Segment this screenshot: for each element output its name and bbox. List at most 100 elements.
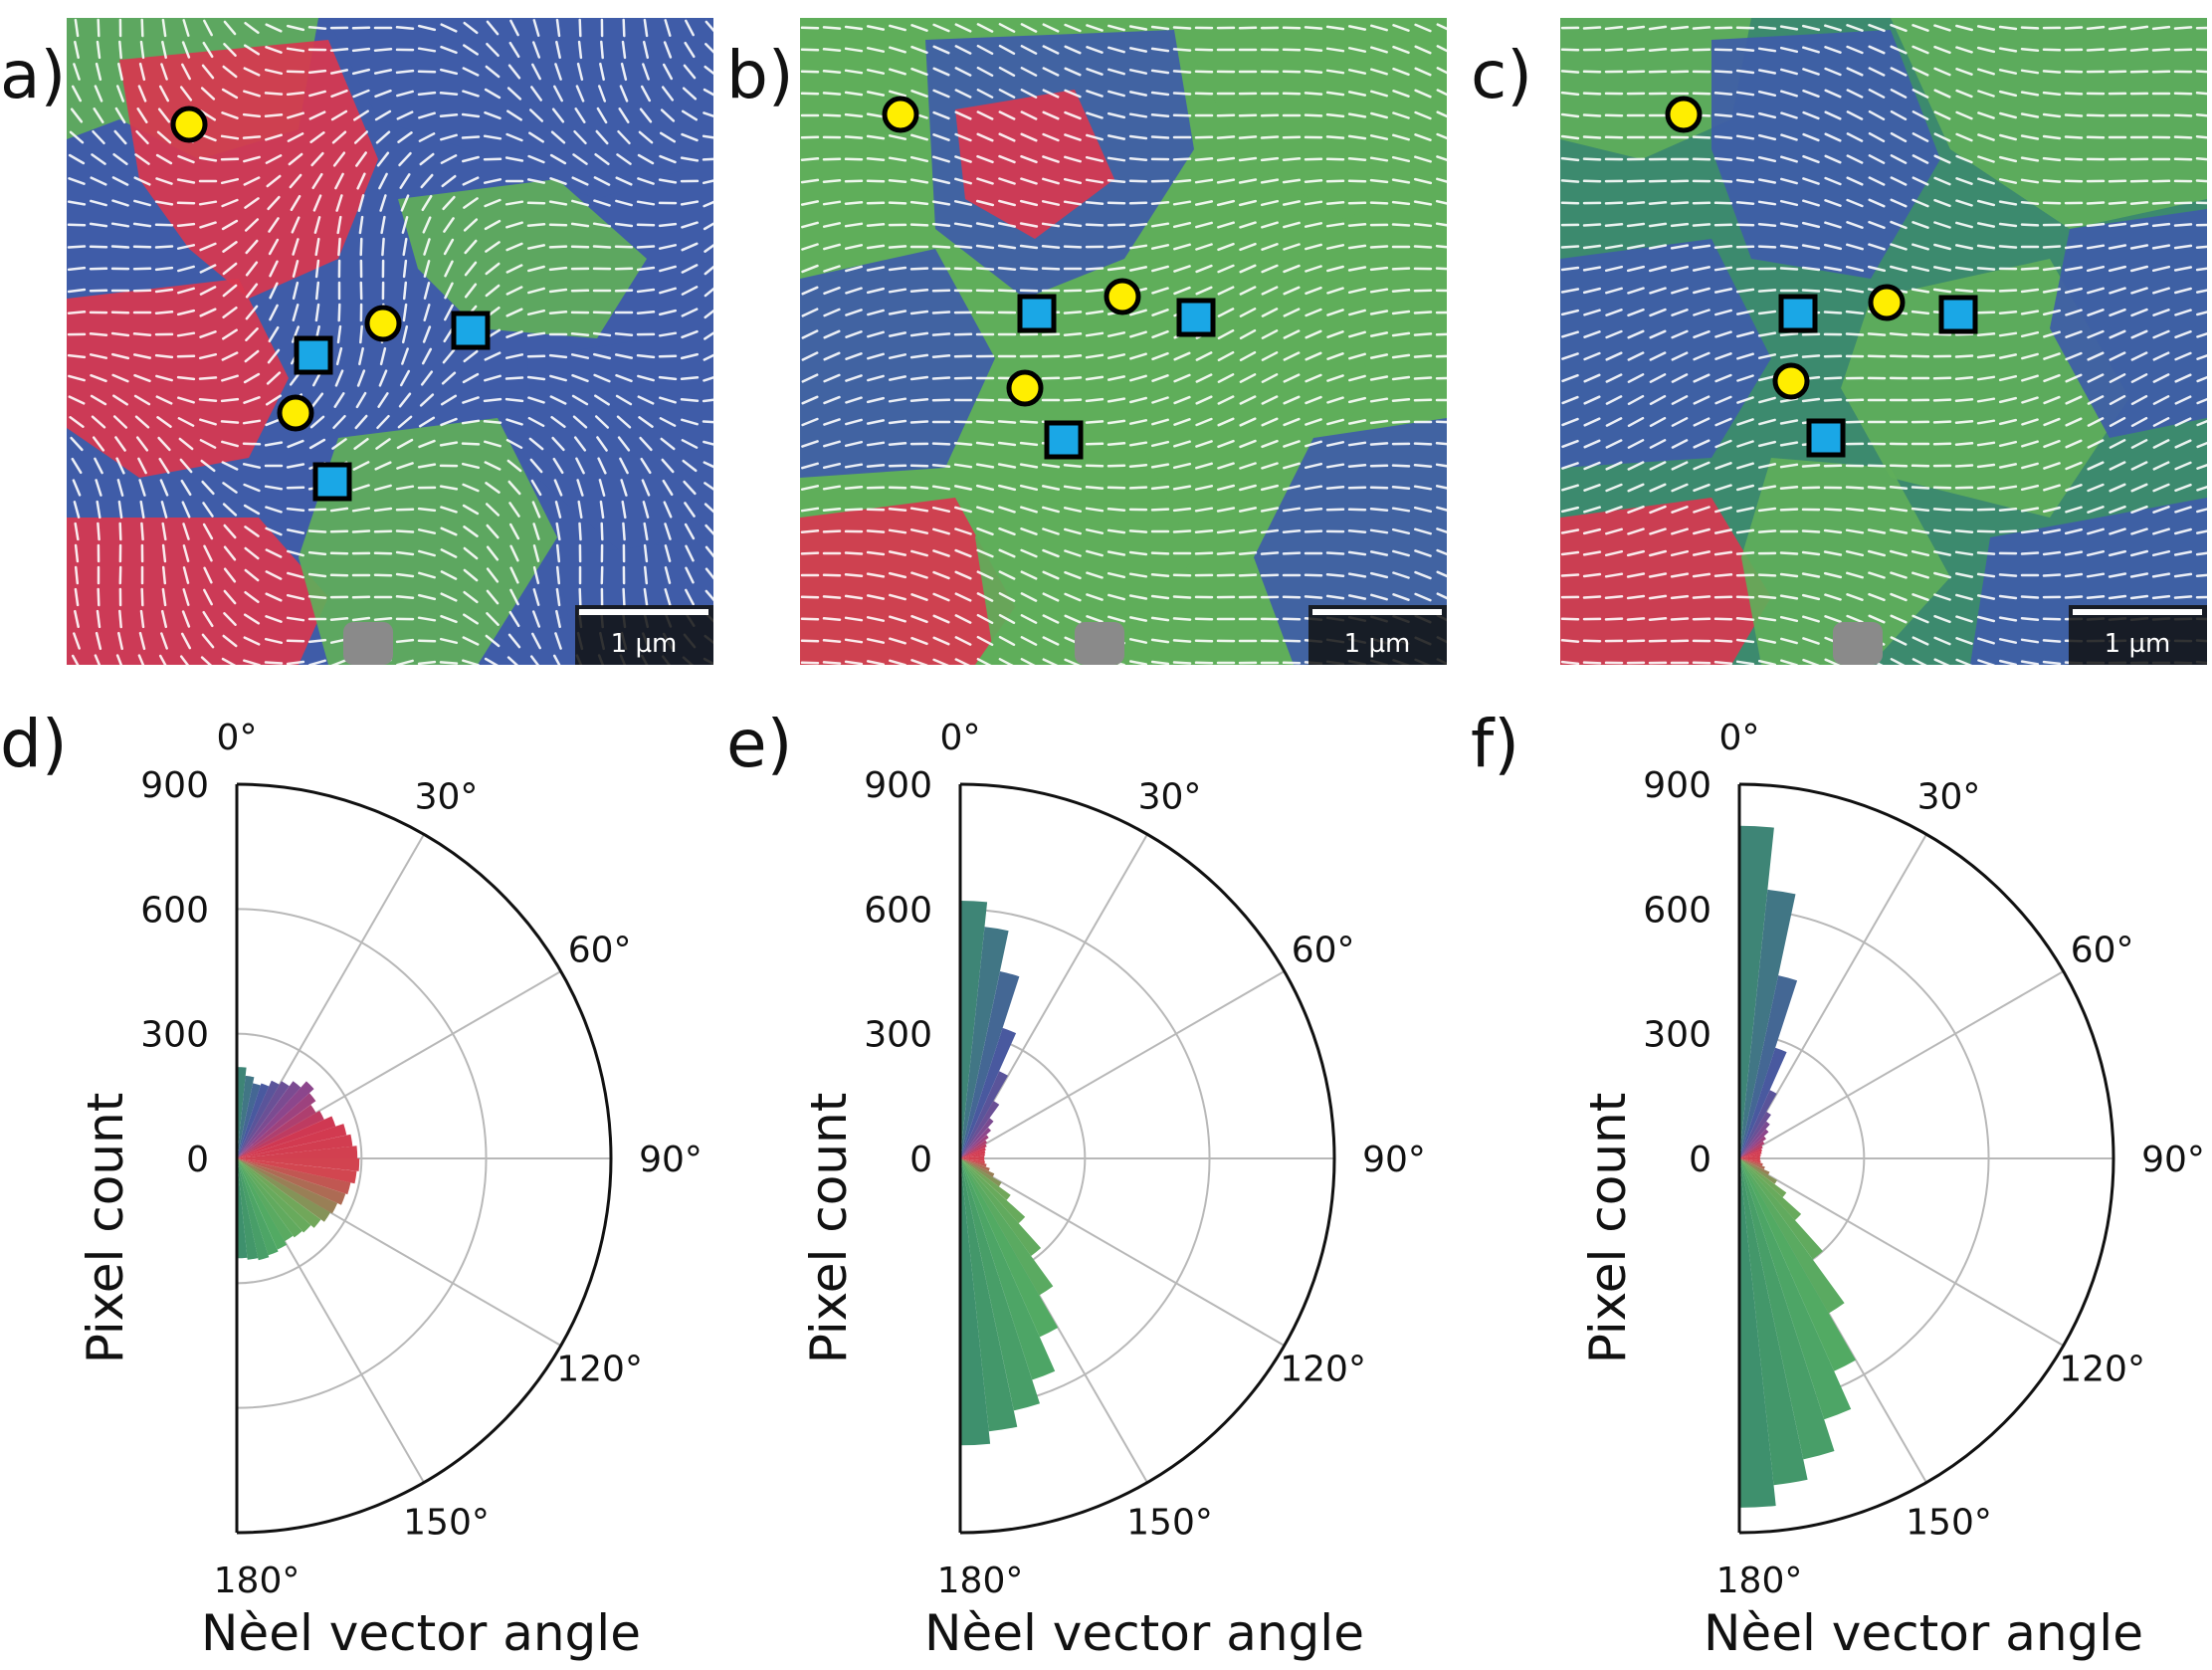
histogram-bar bbox=[1739, 1158, 1777, 1184]
vector-mark bbox=[1890, 614, 1908, 624]
vector-mark bbox=[2152, 483, 2170, 493]
vector-mark bbox=[2129, 594, 2149, 600]
scale-bar-b: 1 µm bbox=[1308, 605, 1447, 665]
vector-mark bbox=[909, 375, 929, 381]
vector-mark bbox=[1998, 310, 2018, 315]
vector-mark bbox=[1085, 223, 1105, 227]
vector-mark bbox=[1890, 658, 1906, 665]
vector-mark bbox=[866, 396, 886, 404]
vector-mark bbox=[953, 222, 973, 228]
vector-mark bbox=[1736, 374, 1754, 382]
vector-mark bbox=[2196, 463, 2207, 470]
vector-mark bbox=[1560, 506, 1580, 514]
histogram-bar bbox=[237, 1158, 338, 1214]
vector-mark bbox=[1911, 176, 1929, 186]
vector-mark bbox=[1582, 135, 1602, 139]
vector-mark bbox=[1890, 571, 1908, 579]
vector-mark bbox=[1238, 156, 1258, 162]
histogram-bar bbox=[237, 1158, 331, 1222]
vector-mark bbox=[615, 373, 633, 383]
vector-mark bbox=[1911, 198, 1929, 208]
vector-mark bbox=[2064, 92, 2084, 96]
vector-mark bbox=[2042, 134, 2062, 140]
vector-mark bbox=[313, 216, 321, 234]
vector-mark bbox=[976, 44, 994, 56]
vector-mark bbox=[531, 41, 541, 59]
vector-mark bbox=[314, 281, 320, 301]
vector-mark bbox=[1325, 244, 1345, 250]
angular-gridline bbox=[1738, 1157, 2065, 1347]
vector-mark bbox=[181, 501, 191, 519]
histogram-bar bbox=[960, 1140, 988, 1158]
vector-mark bbox=[1779, 25, 1799, 31]
vector-mark bbox=[1933, 24, 1951, 32]
vector-mark bbox=[307, 638, 327, 644]
vector-mark bbox=[1085, 310, 1105, 315]
vector-mark bbox=[1195, 417, 1213, 427]
vector-mark bbox=[1064, 110, 1082, 120]
vector-mark bbox=[658, 178, 678, 184]
vector-mark bbox=[1671, 461, 1689, 471]
vector-mark bbox=[932, 636, 950, 646]
vector-mark bbox=[909, 200, 929, 206]
vector-mark bbox=[555, 522, 561, 541]
vector-mark bbox=[909, 267, 929, 271]
vector-mark bbox=[1150, 594, 1170, 600]
vector-mark bbox=[1627, 351, 1645, 361]
vector-mark bbox=[1391, 485, 1411, 491]
vector-mark bbox=[97, 18, 101, 38]
square-marker bbox=[1778, 294, 1818, 333]
vector-mark bbox=[2108, 222, 2127, 228]
vector-mark bbox=[1063, 463, 1083, 469]
vector-mark bbox=[70, 436, 84, 452]
vector-mark bbox=[1369, 288, 1389, 294]
vector-mark bbox=[844, 69, 864, 75]
vector-mark bbox=[1713, 157, 1733, 161]
vector-mark bbox=[1670, 594, 1690, 600]
vector-mark bbox=[1671, 395, 1689, 405]
vector-mark bbox=[909, 507, 929, 513]
vector-mark bbox=[2064, 244, 2084, 250]
vector-mark bbox=[160, 609, 168, 629]
vector-mark bbox=[1106, 464, 1126, 468]
vector-mark bbox=[1846, 132, 1864, 142]
vector-mark bbox=[2043, 395, 2061, 405]
vector-mark bbox=[2174, 309, 2192, 316]
vector-mark bbox=[954, 132, 972, 142]
vector-mark bbox=[2086, 48, 2106, 52]
vector-mark bbox=[823, 308, 841, 317]
vector-mark bbox=[2020, 200, 2040, 206]
vector-mark bbox=[664, 19, 672, 37]
vector-mark bbox=[1779, 244, 1799, 250]
vector-mark bbox=[201, 480, 215, 496]
vector-mark bbox=[1911, 154, 1929, 164]
histogram-bar bbox=[237, 1116, 336, 1158]
vector-mark bbox=[2196, 419, 2207, 427]
vector-mark bbox=[1150, 47, 1170, 53]
vector-mark bbox=[1582, 223, 1602, 227]
vector-mark bbox=[2129, 265, 2149, 273]
vector-mark bbox=[2064, 550, 2084, 556]
vector-mark bbox=[532, 565, 540, 585]
vector-mark bbox=[199, 330, 217, 338]
vector-mark bbox=[401, 324, 409, 344]
histogram-bar bbox=[960, 1158, 1054, 1296]
vector-mark bbox=[1757, 353, 1777, 359]
histogram-bar bbox=[960, 1158, 1026, 1224]
vector-mark bbox=[68, 153, 86, 165]
vector-mark bbox=[1261, 395, 1279, 405]
vector-mark bbox=[1020, 658, 1036, 665]
vector-mark bbox=[1173, 440, 1191, 448]
vector-mark bbox=[1042, 506, 1060, 514]
vector-mark bbox=[1846, 67, 1864, 77]
vector-mark bbox=[137, 457, 147, 475]
histogram-bar bbox=[1739, 1158, 1787, 1198]
vector-mark bbox=[1391, 267, 1411, 271]
vector-mark bbox=[1217, 417, 1235, 427]
vector-mark bbox=[2086, 25, 2106, 31]
vector-mark bbox=[822, 529, 842, 533]
vector-mark bbox=[801, 243, 819, 251]
vector-mark bbox=[264, 112, 284, 118]
vector-mark bbox=[2020, 288, 2040, 294]
